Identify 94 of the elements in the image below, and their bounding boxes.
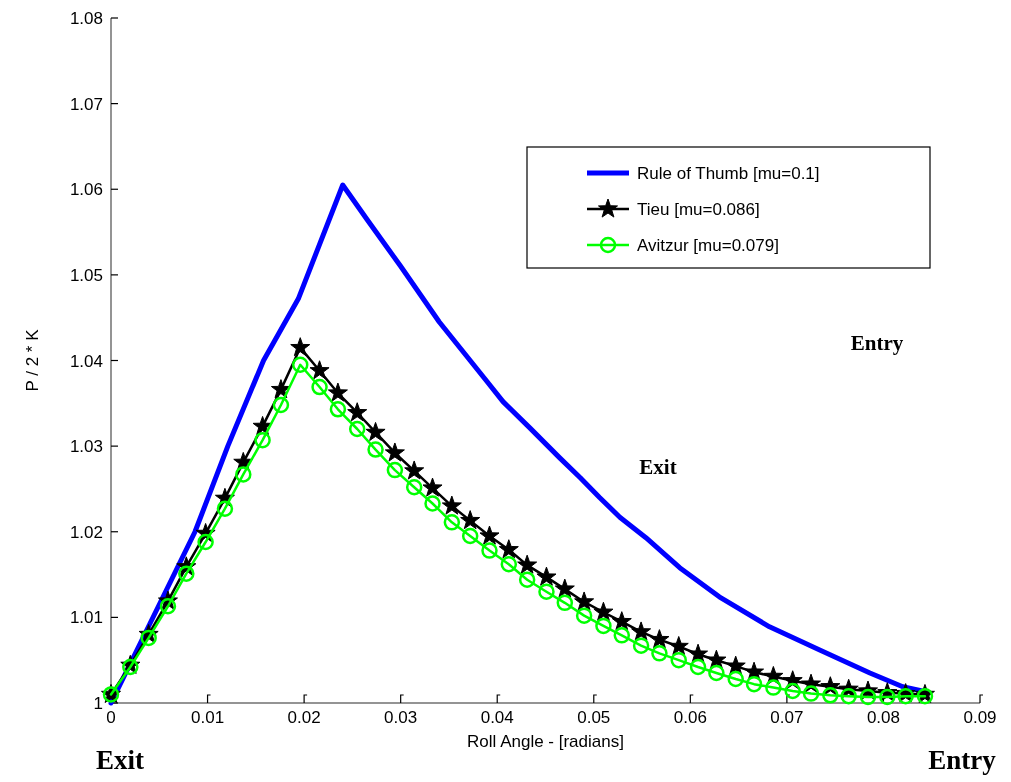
point [574, 591, 595, 611]
point [252, 415, 273, 436]
point [538, 583, 555, 600]
x-tick-label: 0.04 [480, 708, 514, 727]
point [536, 566, 557, 586]
point [879, 688, 896, 706]
point [745, 675, 763, 693]
point [725, 655, 746, 675]
point [802, 685, 820, 702]
point [367, 441, 384, 458]
point [670, 651, 687, 669]
point [424, 495, 441, 512]
point [500, 556, 518, 573]
x-tick-label: 0.03 [384, 708, 418, 727]
point [178, 565, 195, 582]
point [348, 420, 366, 438]
y-tick-label: 1.04 [69, 351, 103, 371]
point [365, 421, 386, 442]
point [422, 477, 443, 497]
x-tick-label: 0.05 [577, 708, 611, 727]
y-tick-label: 1.06 [69, 180, 103, 200]
point [595, 617, 612, 635]
point [632, 637, 650, 654]
point [216, 500, 234, 517]
text: Exit [95, 745, 145, 775]
x-tick-label: 0.06 [673, 708, 707, 727]
y-tick-label: 1.07 [69, 94, 103, 114]
y-tick-label: 1.05 [69, 265, 103, 285]
point [575, 607, 593, 624]
point [593, 601, 614, 621]
x-tick-label: 0.08 [866, 708, 900, 727]
x-tick-label: 0.07 [770, 708, 804, 727]
point [611, 611, 632, 631]
y-tick-label: 1.08 [69, 9, 103, 28]
x-tick-label: 0.01 [191, 708, 225, 727]
point [840, 687, 857, 705]
point [309, 360, 330, 380]
annotation: Entry [850, 331, 904, 355]
point [270, 379, 291, 399]
point [290, 337, 311, 357]
point [347, 402, 368, 422]
point [311, 378, 328, 396]
point [517, 554, 538, 574]
legend-label: Avitzur [mu=0.079] [637, 236, 779, 255]
point [708, 664, 725, 682]
point [556, 594, 574, 612]
point [443, 514, 461, 531]
point [689, 658, 707, 676]
text: Entry [928, 745, 997, 775]
point [765, 679, 782, 696]
point [479, 525, 500, 545]
point [272, 396, 290, 414]
legend-label: Rule of Thumb [mu=0.1] [637, 164, 820, 183]
point [727, 670, 744, 688]
point [649, 629, 670, 649]
point [498, 539, 519, 559]
point [631, 621, 652, 641]
point [441, 495, 462, 515]
legend-label: Tieu [mu=0.086] [637, 200, 760, 219]
point [159, 597, 177, 615]
point [292, 356, 309, 374]
point [554, 578, 575, 598]
point [405, 478, 423, 496]
y-tick-label: 1.03 [69, 437, 103, 457]
point [518, 571, 536, 588]
annotation: Exit [639, 455, 677, 479]
point [384, 442, 405, 462]
point [404, 460, 425, 480]
point [386, 461, 404, 479]
point [613, 627, 631, 644]
y-tick-label: 1.01 [69, 608, 103, 628]
point [688, 643, 709, 663]
point [329, 401, 347, 418]
y-tick-label: 1 [93, 694, 103, 713]
point [651, 645, 668, 662]
point [460, 510, 481, 530]
x-tick-label: 0.02 [287, 708, 321, 727]
point [481, 542, 498, 559]
point [668, 635, 689, 656]
x-axis-title: Roll Angle - [radians] [467, 732, 624, 751]
x-tick-label: 0.09 [963, 708, 997, 727]
point [197, 533, 214, 551]
y-axis-title: P / 2 * K [23, 328, 42, 392]
point [859, 688, 877, 706]
point [706, 649, 727, 669]
y-tick-label: 1.02 [69, 522, 103, 542]
point [235, 466, 252, 483]
point [327, 382, 348, 402]
point [822, 687, 839, 704]
point [461, 527, 479, 545]
x-tick-label: 0 [106, 708, 116, 727]
point [254, 431, 271, 449]
point [784, 682, 801, 700]
point [140, 629, 157, 647]
